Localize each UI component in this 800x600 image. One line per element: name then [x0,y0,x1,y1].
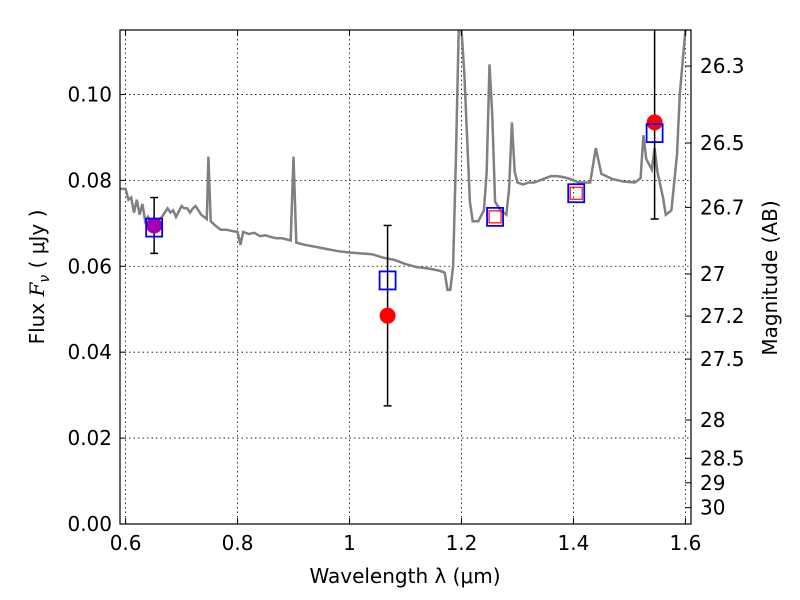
y-tick-label: 0.04 [67,340,112,364]
x-tick-label: 1 [343,531,356,555]
grid [120,30,691,525]
magnitude-tick-label: 26.3 [700,54,745,78]
overlap-point [146,217,163,234]
model-photometry-point [567,183,586,204]
magnitude-tick-label: 26.5 [700,131,745,155]
magnitude-tick-label: 28 [700,408,725,432]
model-photometry-point [145,217,164,238]
model-photometry-series [145,123,664,291]
model-spectrum-line [120,30,687,292]
magnitude-axis-title: Magnitude (AB) [758,200,782,355]
y-axis-title-sub: ν [37,275,53,283]
magnitude-tick-label: 28.5 [700,446,745,470]
model-photometry-point [486,206,504,227]
x-tick-label: 0.6 [110,531,142,555]
y-axis-title: Flux Fν ( μJy ) [25,210,53,345]
y-tick-label: 0.00 [67,512,112,536]
x-tick-label: 1.4 [558,531,590,555]
observed-flux-point [569,186,583,200]
y-tick-label: 0.08 [67,168,112,192]
magnitude-tick-label: 27 [700,262,725,286]
observed-flux-series [146,114,663,324]
magnitude-tick-label: 30 [700,496,725,520]
model-spectrum-series [120,30,687,292]
x-tick-label: 1.6 [669,531,701,555]
x-tick-label: 1.2 [446,531,478,555]
model-photometry-point [378,270,397,291]
observed-flux-point [646,114,663,131]
y-tick-label: 0.06 [67,254,112,278]
ticks [120,30,691,525]
y-axis-title-suffix: ( μJy ) [25,210,49,275]
model-photometry-point [645,123,664,143]
y-axis-title-prefix: Flux [25,296,49,344]
x-tick-labels: 0.6 0.8 1 1.2 1.4 1.6 [110,531,702,555]
magnitude-tick-label: 29 [700,471,725,495]
y-tick-labels: 0.00 0.02 0.04 0.06 0.08 0.10 [67,82,112,536]
plot-frame [119,29,692,525]
observed-flux-point [379,307,396,324]
magnitude-tick-label: 27.2 [700,304,745,328]
error-bars [150,30,659,407]
magnitude-tick-label: 26.7 [700,195,745,219]
y-axis-title-var: F [25,281,49,297]
observed-flux-point [488,210,502,224]
x-tick-label: 0.8 [222,531,254,555]
x-axis-title: Wavelength λ (μm) [309,564,500,588]
y-tick-label: 0.02 [67,426,112,450]
magnitude-tick-label: 27.5 [700,347,745,371]
y-tick-label: 0.10 [67,82,112,106]
